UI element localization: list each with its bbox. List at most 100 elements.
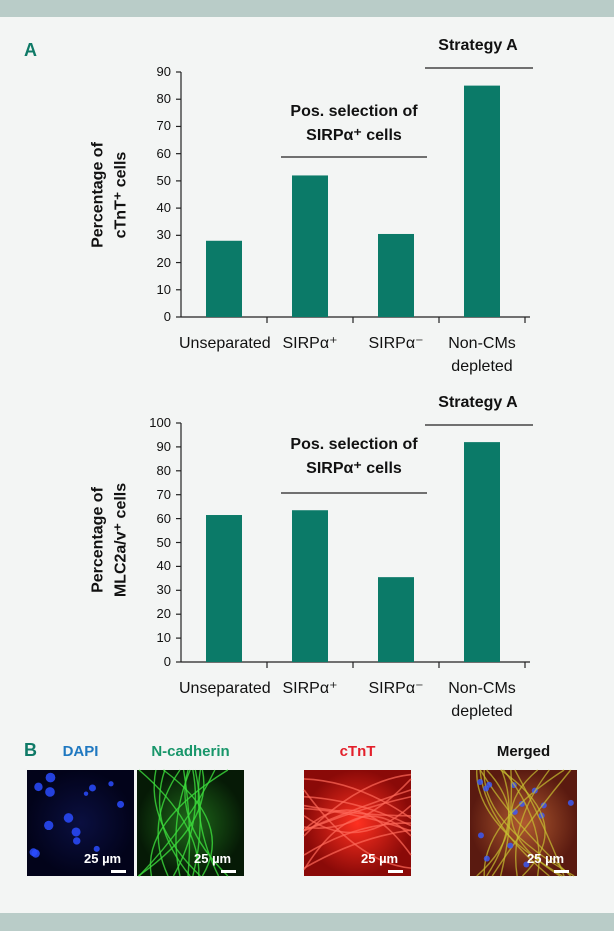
membrane [149,769,229,877]
fiber [486,769,510,877]
scale-bar-label: 25 µm [84,851,122,866]
x-tick-label: SIRPα⁺ [282,680,338,697]
x-tick-label: SIRPα⁻ [368,335,424,352]
nucleus [483,855,490,862]
nucleus [477,778,484,785]
y-tick-label: 90 [156,438,171,454]
nucleus [507,842,514,849]
x-tick-label: SIRPα⁺ [282,335,338,352]
nucleus [567,799,574,806]
scale-bar [221,870,236,873]
fiber [303,829,412,869]
membrane [138,769,200,877]
y-tick-label: 100 [149,415,171,430]
image-title: Merged [496,743,551,760]
scale-bar-label: 25 µm [361,851,399,866]
fiber [476,769,510,877]
y-axis-label: Percentage of MLC2a/v⁺ cells [89,482,129,598]
y-tick-label: 0 [163,654,171,669]
nucleus [45,787,55,797]
nucleus [63,813,74,823]
y-tick-label: 60 [156,145,171,161]
y-axis-label: Percentage of cTnT⁺ cells [89,142,129,248]
panel-label: A [24,40,37,60]
x-tick-label: Non-CMs depleted [448,335,516,375]
annotation: Pos. selection of SIRPα⁺ cells [290,436,418,477]
annotation: Pos. selection of SIRPα⁺ cells [290,103,418,144]
fiber [303,795,412,827]
membrane [137,769,205,877]
fiber [303,778,412,829]
nucleus [117,800,125,808]
nucleus [73,837,81,845]
fiber [303,773,412,837]
scale-bar-label: 25 µm [527,851,565,866]
x-tick-label: SIRPα⁻ [368,680,424,697]
y-tick-label: 80 [156,91,171,107]
fiber [303,804,412,834]
x-tick-label: Non-CMs depleted [448,680,516,720]
fiber [479,769,572,877]
bar [378,233,414,317]
bar [464,85,500,317]
fiber [303,822,412,856]
top-band [0,0,614,17]
nucleus [540,802,547,809]
fiber [303,789,412,869]
scale-bar [554,870,569,873]
bar [464,442,500,662]
y-tick-label: 40 [156,200,171,216]
fiber [303,795,412,832]
fiber [483,769,565,877]
x-tick-label: Unseparated [179,680,271,697]
scale-bar-label: 25 µm [194,851,232,866]
y-tick-label: 20 [156,606,171,622]
y-tick-label: 80 [156,462,171,478]
bar [378,577,414,662]
fiber [502,769,540,877]
y-tick-label: 0 [163,309,171,324]
nucleus [483,785,490,792]
nucleus [88,784,96,792]
membrane [153,769,201,877]
fiber [303,815,412,871]
nucleus [71,827,81,837]
bar [292,175,328,317]
y-tick-label: 50 [156,172,171,188]
membrane [163,769,213,877]
y-tick-label: 20 [156,254,171,270]
fiber [483,769,575,877]
annotation: Strategy A [438,37,518,54]
nucleus [523,861,530,868]
y-tick-label: 90 [156,64,171,79]
bar [292,510,328,662]
nucleus [518,800,525,807]
y-tick-label: 70 [156,486,171,502]
y-tick-label: 50 [156,534,171,550]
y-tick-label: 30 [156,227,171,243]
scale-bar [388,870,403,873]
fiber [514,769,550,877]
y-tick-label: 40 [156,558,171,574]
x-tick-label: Unseparated [179,335,271,352]
nucleus [45,772,56,783]
membrane [157,769,181,877]
bar [206,240,242,317]
annotation: Strategy A [438,394,518,411]
image-title: cTnT [339,743,376,760]
image-title: N-cadherin [151,743,230,760]
nucleus [34,782,43,792]
nucleus [477,832,484,839]
y-tick-label: 30 [156,582,171,598]
fiber [491,769,572,877]
y-tick-label: 10 [156,281,171,297]
membrane [172,769,197,877]
nucleus [93,845,100,852]
bar [206,515,242,662]
fiber [514,769,565,877]
y-tick-label: 60 [156,510,171,526]
nucleus [108,781,114,787]
nucleus [29,848,38,857]
